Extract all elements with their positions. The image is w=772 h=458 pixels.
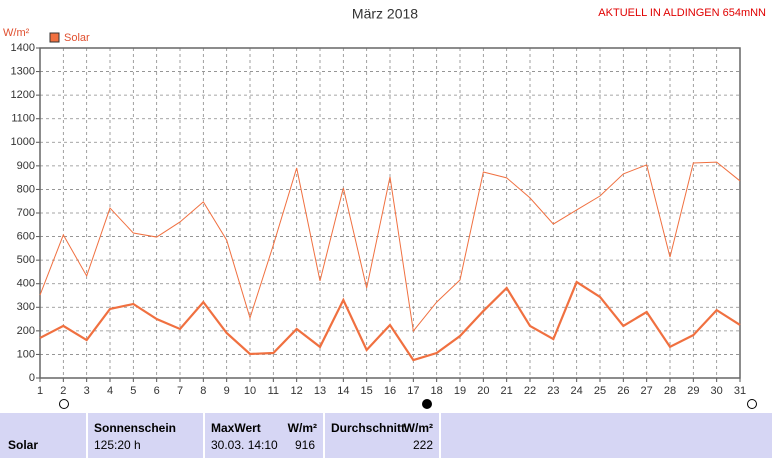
x-tick-label: 31 (734, 385, 746, 397)
x-tick-label: 21 (501, 385, 513, 397)
stats-value: 222 (412, 438, 433, 452)
x-tick-label: 11 (268, 385, 279, 397)
x-tick-label: 7 (177, 385, 183, 397)
y-tick-label: 1100 (11, 113, 35, 125)
x-tick-label: 25 (594, 385, 606, 397)
moon-icon (422, 399, 432, 409)
series-line (39, 161, 741, 333)
y-tick-label: 700 (17, 207, 35, 219)
y-tick-label: 1400 (11, 42, 35, 54)
x-tick-label: 2 (60, 385, 66, 397)
series-line (39, 280, 741, 362)
y-tick-label: 300 (17, 301, 35, 313)
plot-frame (39, 47, 741, 379)
stats-table: Solar Sonnenschein 125:20 h MaxWert W/m²… (0, 413, 772, 458)
stats-unit: W/m² (403, 421, 433, 435)
x-tick-label: 17 (407, 385, 419, 397)
x-tick-label: 26 (617, 385, 629, 397)
x-tick-label: 23 (547, 385, 559, 397)
stats-title: Durchschnitt (331, 421, 406, 435)
stats-label: Solar (8, 438, 39, 452)
y-tick-label: 100 (17, 348, 35, 360)
x-tick-label: 6 (154, 385, 160, 397)
x-tick-label: 19 (454, 385, 466, 397)
x-tick-label: 5 (130, 385, 136, 397)
x-tick-label: 29 (687, 385, 699, 397)
y-tick-label: 200 (17, 325, 35, 337)
moon-icon (747, 399, 757, 409)
y-tick-label: 0 (29, 372, 35, 384)
y-tick-label: 400 (17, 278, 35, 290)
x-tick-label: 24 (571, 385, 583, 397)
y-tick-label: 800 (17, 183, 35, 195)
x-tick-label: 14 (337, 385, 349, 397)
x-tick-label: 13 (314, 385, 326, 397)
legend-label: Solar (64, 32, 90, 44)
x-tick-label: 10 (244, 385, 256, 397)
stats-cell: MaxWert W/m² 30.03. 14:10 916 (205, 413, 325, 458)
x-tick-label: 8 (200, 385, 206, 397)
stats-value: 125:20 h (94, 438, 141, 452)
x-tick-label: 27 (641, 385, 653, 397)
x-tick-label: 1 (37, 385, 43, 397)
x-tick-label: 16 (384, 385, 396, 397)
stats-cell: Solar (0, 413, 88, 458)
x-tick-label: 18 (431, 385, 443, 397)
stats-title: Sonnenschein (94, 421, 177, 435)
y-tick-label: 600 (17, 230, 35, 242)
x-tick-label: 9 (224, 385, 230, 397)
moon-icon (59, 399, 69, 409)
stats-value: 916 (294, 438, 315, 452)
stats-title: MaxWert (211, 421, 261, 435)
legend-swatch (49, 32, 60, 43)
y-tick-label: 900 (17, 160, 35, 172)
y-tick-label: 500 (17, 254, 35, 266)
x-tick-label: 30 (711, 385, 723, 397)
stats-cell: Sonnenschein 125:20 h (88, 413, 205, 458)
x-tick-label: 15 (361, 385, 373, 397)
y-tick-label: 1000 (11, 136, 35, 148)
stats-cell: Durchschnitt W/m² 222 (325, 413, 441, 458)
chart-title: März 2018 (352, 6, 418, 22)
stats-time: 30.03. 14:10 (211, 438, 278, 452)
chart: März 2018 AKTUELL IN ALDINGEN 654mNN W/m… (3, 6, 766, 409)
x-tick-label: 22 (524, 385, 536, 397)
station-label: AKTUELL IN ALDINGEN 654mNN (598, 7, 766, 19)
y-axis-label: W/m² (3, 27, 30, 39)
stats-unit: W/m² (287, 421, 317, 435)
x-tick-label: 4 (107, 385, 113, 397)
y-tick-label: 1200 (11, 89, 35, 101)
x-tick-label: 20 (477, 385, 489, 397)
x-tick-label: 3 (84, 385, 90, 397)
y-tick-label: 1300 (11, 65, 35, 77)
x-tick-label: 12 (291, 385, 303, 397)
x-tick-label: 28 (664, 385, 676, 397)
